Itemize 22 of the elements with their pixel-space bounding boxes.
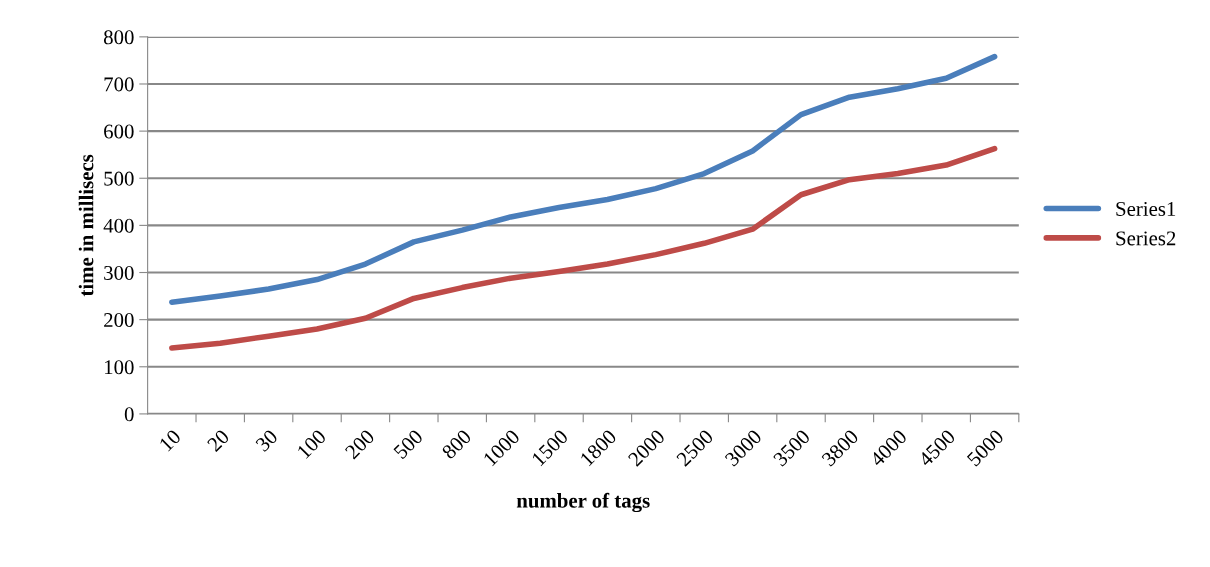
legend-label: Series1: [1116, 201, 1176, 216]
x-tick-label: 4500: [917, 428, 957, 468]
y-tick-label: 200: [104, 313, 134, 328]
y-tick-label: 300: [104, 265, 134, 280]
y-tick-label: 400: [103, 218, 134, 233]
y-tick-label: 0: [124, 407, 134, 422]
y-tick-label: 600: [104, 124, 134, 139]
y-tick-label: 700: [104, 77, 134, 92]
x-tick-label: 500: [393, 428, 424, 460]
y-tick-label: 100: [105, 360, 134, 375]
x-tick-label: 20: [206, 428, 231, 453]
legend-label: Series2: [1116, 231, 1176, 246]
x-tick-label: 100: [296, 428, 327, 459]
x-tick-label: 200: [344, 428, 376, 460]
x-tick-label: 800: [441, 428, 473, 460]
y-tick-label: 500: [104, 171, 134, 186]
x-tick-label: 10: [158, 428, 182, 452]
y-tick-label: 800: [103, 30, 134, 45]
x-tick-label: 4000: [869, 428, 908, 468]
y-axis-title: time in millisecs: [78, 154, 94, 297]
x-axis-title: number of tags: [516, 492, 650, 513]
x-tick-label: 30: [255, 428, 279, 453]
